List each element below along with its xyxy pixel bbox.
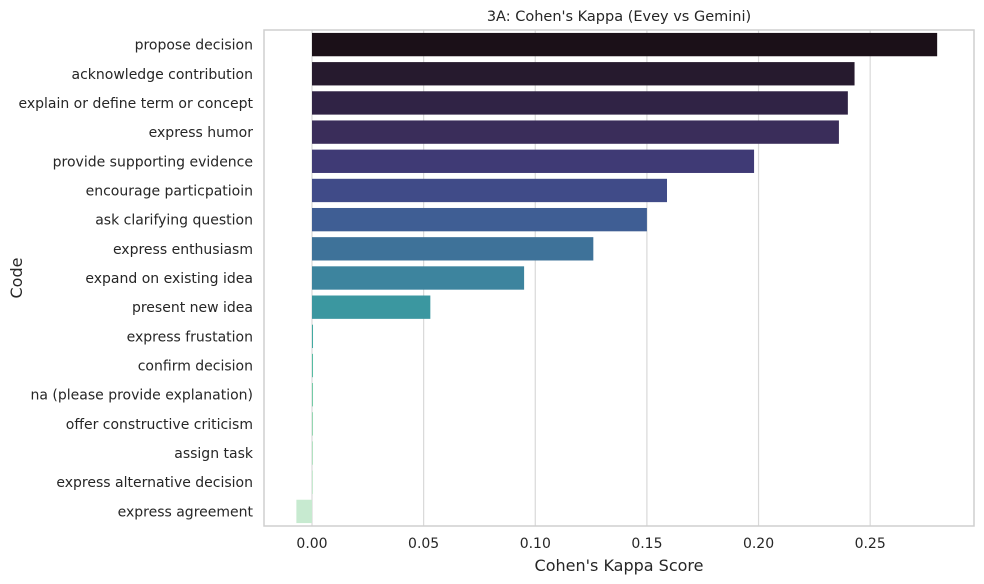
bar bbox=[312, 120, 839, 144]
y-tick-label: offer constructive criticism bbox=[66, 417, 253, 433]
y-tick-label: propose decision bbox=[135, 38, 253, 54]
x-tick-labels: 0.00 0.05 0.10 0.15 0.20 0.25 bbox=[296, 536, 885, 552]
x-tick-label: 0.25 bbox=[855, 536, 886, 552]
bar bbox=[312, 91, 848, 115]
y-tick-label: express agreement bbox=[118, 504, 254, 520]
y-tick-label: express humor bbox=[149, 125, 254, 141]
bar bbox=[312, 178, 668, 203]
bars bbox=[296, 32, 938, 524]
bar bbox=[312, 62, 855, 86]
bar bbox=[312, 207, 647, 232]
bar bbox=[312, 324, 314, 349]
y-tick-label: na (please provide explanation) bbox=[31, 388, 253, 404]
x-tick-label: 0.10 bbox=[520, 536, 551, 552]
bar bbox=[312, 237, 594, 261]
y-tick-label: explain or define term or concept bbox=[18, 96, 253, 112]
bar bbox=[312, 383, 314, 407]
chart-title: 3A: Cohen's Kappa (Evey vs Gemini) bbox=[487, 9, 751, 25]
bar bbox=[312, 353, 314, 378]
y-tick-label: acknowledge contribution bbox=[72, 67, 253, 83]
y-tick-label: encourage particpatioin bbox=[86, 183, 253, 199]
y-tick-label: confirm decision bbox=[138, 359, 253, 375]
plot-frame bbox=[263, 29, 975, 527]
bar bbox=[312, 441, 314, 465]
x-tick-label: 0.00 bbox=[296, 536, 327, 552]
bar bbox=[312, 412, 314, 436]
bar bbox=[296, 499, 313, 524]
y-tick-label: expand on existing idea bbox=[85, 271, 253, 287]
x-tick-label: 0.20 bbox=[743, 536, 774, 552]
bar bbox=[312, 149, 755, 173]
bar bbox=[312, 32, 938, 57]
y-tick-label: express enthusiasm bbox=[113, 242, 253, 258]
x-tick-label: 0.05 bbox=[408, 536, 439, 552]
y-tick-label: express frustation bbox=[127, 329, 253, 345]
y-tick-label: provide supporting evidence bbox=[53, 154, 253, 170]
y-axis-title: Code bbox=[7, 258, 26, 299]
bar bbox=[312, 266, 525, 290]
y-tick-label: express alternative decision bbox=[56, 475, 253, 491]
y-tick-label: assign task bbox=[174, 446, 254, 462]
bar bbox=[312, 470, 314, 494]
x-axis-title: Cohen's Kappa Score bbox=[535, 556, 704, 575]
bar bbox=[312, 295, 431, 319]
y-tick-label: present new idea bbox=[132, 300, 253, 316]
y-tick-labels: propose decision acknowledge contribution… bbox=[18, 38, 253, 521]
x-tick-label: 0.15 bbox=[631, 536, 662, 552]
y-tick-label: ask clarifying question bbox=[95, 213, 253, 229]
